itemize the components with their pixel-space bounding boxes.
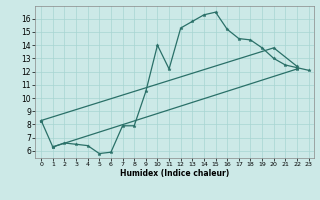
X-axis label: Humidex (Indice chaleur): Humidex (Indice chaleur) <box>120 169 229 178</box>
